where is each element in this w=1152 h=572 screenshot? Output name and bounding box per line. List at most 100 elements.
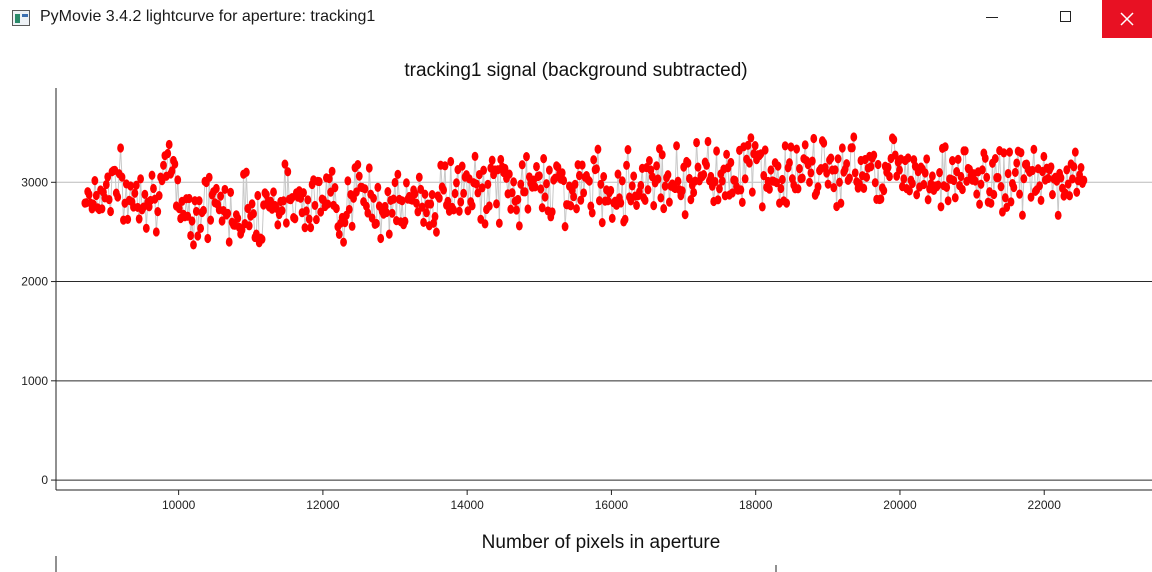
data-point [666,197,673,207]
data-point [117,143,124,153]
data-point [307,223,315,233]
minimize-button[interactable] [967,0,1015,38]
data-point [258,234,266,244]
data-point [774,161,782,171]
data-point [976,199,983,209]
connector-segment [597,149,600,201]
data-point [521,187,529,197]
data-point [777,183,785,194]
data-point [450,205,458,215]
plot-title: tracking1 signal (background subtracted) [404,60,748,81]
close-icon [1120,12,1134,26]
data-point [1076,170,1084,180]
data-point [301,223,309,233]
data-point [391,177,399,188]
data-point [1000,148,1008,158]
connector-segment [467,178,470,211]
data-point [427,199,435,209]
data-point [497,154,505,165]
data-point [345,204,353,215]
y-tick-label-2000: 2000 [21,275,48,289]
data-point [168,166,176,176]
data-point [174,175,182,185]
connector-segment [624,165,628,220]
data-point [673,141,680,151]
data-point [538,203,546,213]
data-point [994,173,1002,183]
data-point [781,141,789,151]
data-point [848,143,856,153]
data-point [1006,147,1013,157]
data-point [851,168,859,178]
data-point [428,190,436,200]
maximize-button[interactable] [1040,0,1088,38]
data-point [924,195,932,205]
connector-segment [724,154,728,196]
data-point [282,218,290,228]
data-point [1077,163,1085,173]
data-point [778,174,786,185]
data-point [957,171,965,182]
connector-segment [961,150,965,190]
data-point [1027,192,1035,202]
data-point [531,182,539,192]
data-point [508,188,516,198]
data-point [328,166,336,176]
data-point [860,183,868,193]
data-point [837,198,845,208]
data-point [1066,191,1074,201]
x-tick-label-16000: 16000 [595,498,629,512]
data-point [585,176,593,186]
data-point [630,171,638,181]
data-point [523,152,530,162]
data-point [728,188,736,198]
data-point [904,153,912,163]
signal-plot[interactable]: 0 1000 2000 3000 10000 12000 14000 16000 18000 20… [0,38,1152,572]
data-point [657,193,665,203]
data-point [471,151,479,161]
connector-segment [110,171,113,212]
data-point [493,199,500,209]
data-point [761,145,769,155]
data-point [758,202,766,212]
data-point [703,160,710,170]
data-point [325,173,333,184]
connector-segment [694,142,698,182]
data-point [480,165,488,175]
data-point [890,134,898,145]
data-point [370,193,377,203]
data-point [607,185,615,196]
lightcurve-plot-panel[interactable]: 0 1000 2000 3000 10000 12000 14000 16000 18000 20… [0,38,1152,572]
data-point [388,208,396,218]
minimize-icon [986,17,998,18]
data-point [628,181,636,191]
data-point [716,184,723,194]
data-point [843,159,851,169]
data-point [300,188,307,198]
data-point [421,189,429,199]
data-point [641,195,649,205]
connector-segment [230,192,233,223]
data-point [457,197,465,207]
plot-axes: 0 1000 2000 3000 10000 12000 14000 16000 18000 20… [21,88,1152,512]
connector-segment [551,179,555,212]
data-point [944,196,952,206]
data-point [850,132,858,142]
data-point [155,190,163,201]
connector-segment [388,200,392,235]
data-point [221,184,229,195]
data-point [317,207,325,217]
close-button[interactable] [1102,0,1152,38]
data-point [374,182,382,192]
data-point [608,213,616,224]
data-point [954,154,962,164]
data-point [807,168,815,178]
data-point [786,158,793,168]
connector-segment [241,174,245,230]
data-point [92,190,100,201]
data-point [333,203,340,214]
data-point [377,233,385,244]
data-point [444,196,452,206]
y-tick-label-0: 0 [41,473,48,487]
data-point [524,204,532,214]
